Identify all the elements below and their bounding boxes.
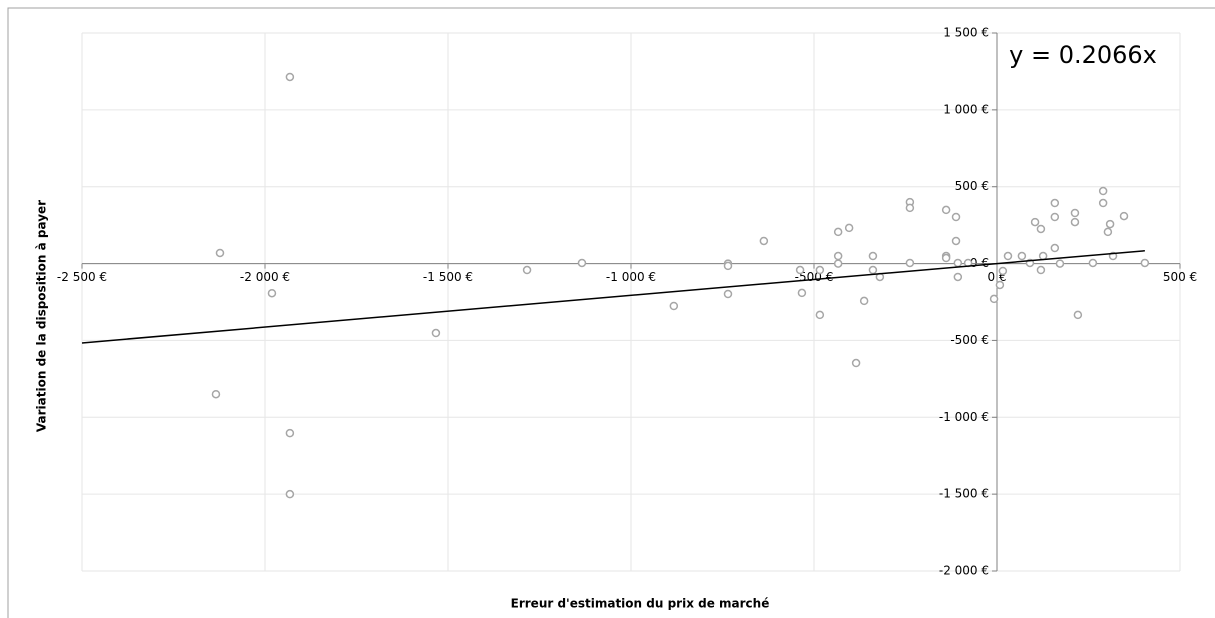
y-tick-label: -2 000 € xyxy=(939,564,989,578)
point xyxy=(669,301,679,311)
point xyxy=(905,203,915,213)
x-tick-label: -1 000 € xyxy=(606,270,656,284)
x-tick-label: 500 € xyxy=(1163,270,1197,284)
y-tick-label: -1 000 € xyxy=(939,410,989,424)
point xyxy=(1036,265,1046,275)
y-tick-label: 1 000 € xyxy=(943,102,989,116)
point xyxy=(1017,251,1027,261)
equation: y = 0.2066x xyxy=(1009,41,1157,69)
point xyxy=(1098,186,1108,196)
point xyxy=(1119,211,1129,221)
point xyxy=(431,328,441,338)
point xyxy=(1055,259,1065,268)
y-axis-title: Variation de la disposition à payer xyxy=(35,200,49,432)
point xyxy=(851,358,861,368)
point xyxy=(285,489,295,499)
point xyxy=(1050,212,1060,222)
point xyxy=(723,261,733,271)
point xyxy=(951,212,961,222)
point xyxy=(989,294,999,304)
point xyxy=(868,265,878,275)
point xyxy=(795,265,805,275)
point xyxy=(1050,198,1060,208)
point xyxy=(1050,243,1060,253)
point xyxy=(267,288,277,298)
point xyxy=(723,289,733,299)
x-tick-label: -2 500 € xyxy=(57,270,107,284)
point xyxy=(953,272,963,282)
point xyxy=(1038,251,1048,261)
point xyxy=(215,248,225,258)
point xyxy=(211,389,221,399)
x-axis-title: Erreur d'estimation du prix de marché xyxy=(511,597,770,611)
point xyxy=(953,258,963,268)
point xyxy=(1030,217,1040,227)
point xyxy=(1073,310,1083,320)
point xyxy=(941,205,951,215)
x-tick-label: -2 000 € xyxy=(240,270,290,284)
point xyxy=(833,251,843,261)
point xyxy=(833,259,843,268)
point xyxy=(1098,198,1108,208)
point xyxy=(1070,208,1080,218)
trendline xyxy=(81,249,1145,344)
point xyxy=(995,280,1005,290)
frame xyxy=(7,7,1215,618)
point xyxy=(941,253,951,263)
point xyxy=(1103,227,1113,237)
point xyxy=(759,236,769,246)
point xyxy=(844,223,854,233)
point xyxy=(951,236,961,246)
point xyxy=(859,296,869,306)
point xyxy=(797,288,807,298)
y-tick-label: 500 € xyxy=(955,179,989,193)
y-tick-label: 1 500 € xyxy=(943,26,989,40)
point xyxy=(577,258,587,268)
point xyxy=(1088,258,1098,268)
point xyxy=(998,266,1008,276)
point xyxy=(522,265,532,275)
y-tick-label: -1 500 € xyxy=(939,487,989,501)
point xyxy=(868,251,878,261)
point xyxy=(905,258,915,268)
point xyxy=(833,227,843,237)
point xyxy=(815,310,825,320)
point xyxy=(815,265,825,275)
point xyxy=(285,72,295,82)
point xyxy=(1003,251,1013,261)
x-tick-label: -1 500 € xyxy=(423,270,473,284)
y-tick-label: -500 € xyxy=(950,333,989,347)
point xyxy=(1070,217,1080,227)
point xyxy=(1140,258,1150,268)
point xyxy=(1105,219,1115,229)
point xyxy=(1036,224,1046,234)
point xyxy=(285,428,295,438)
